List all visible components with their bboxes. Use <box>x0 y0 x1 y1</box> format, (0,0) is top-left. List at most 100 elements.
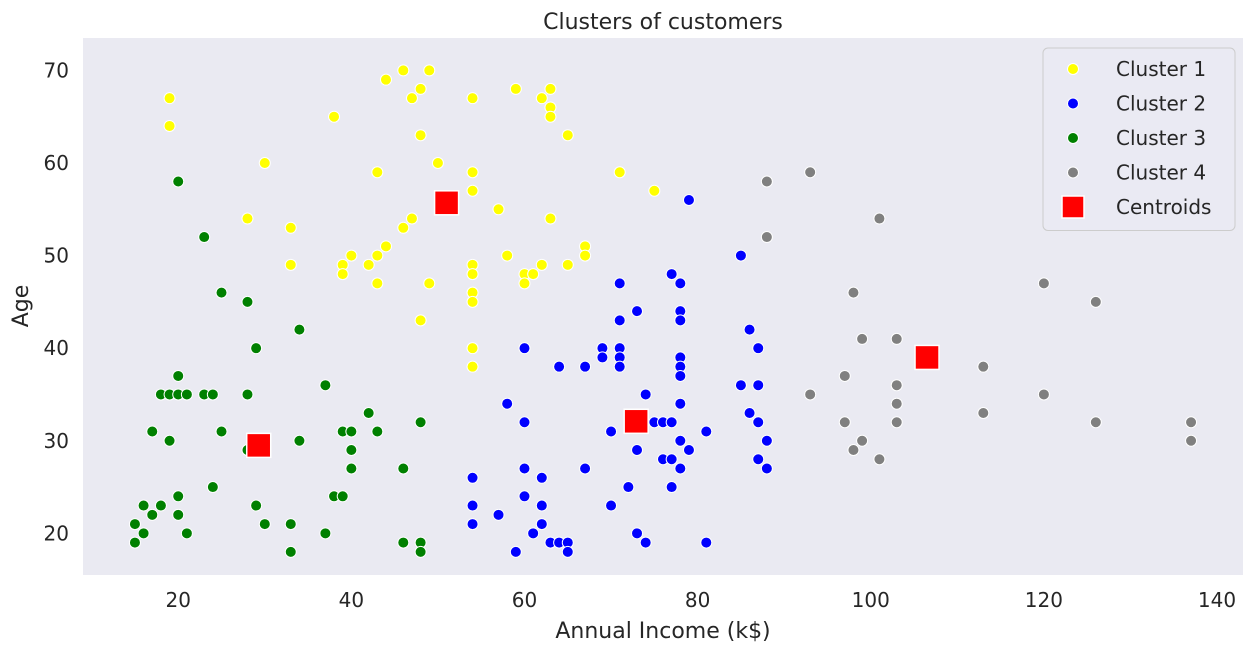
data-point <box>873 453 886 466</box>
data-point <box>397 536 410 549</box>
data-point <box>1089 416 1102 429</box>
data-point <box>250 342 263 355</box>
data-point <box>535 258 548 271</box>
y-tick-label: 60 <box>44 151 69 175</box>
data-point <box>682 444 695 457</box>
data-point <box>890 397 903 410</box>
data-point <box>518 490 531 503</box>
data-point <box>336 268 349 281</box>
data-point <box>856 434 869 447</box>
data-point <box>1089 295 1102 308</box>
data-point <box>890 332 903 345</box>
data-point <box>977 360 990 373</box>
data-point <box>466 499 479 512</box>
x-tick-label: 60 <box>512 588 537 612</box>
data-point <box>631 305 644 318</box>
data-point <box>752 453 765 466</box>
data-points <box>128 64 1198 558</box>
data-point <box>241 295 254 308</box>
data-point <box>146 425 159 438</box>
data-point <box>293 434 306 447</box>
legend-label: Centroids <box>1116 195 1211 219</box>
data-point <box>734 249 747 262</box>
data-point <box>674 397 687 410</box>
data-point <box>362 258 375 271</box>
y-tick-label: 50 <box>44 244 69 268</box>
legend-marker <box>1067 166 1079 179</box>
x-tick-label: 120 <box>1025 588 1063 612</box>
data-point <box>501 249 514 262</box>
data-point <box>743 406 756 419</box>
data-point <box>509 82 522 95</box>
data-point <box>838 416 851 429</box>
data-point <box>319 527 332 540</box>
y-ticks: 20 30 40 50 60 70 <box>44 58 69 545</box>
data-point <box>752 379 765 392</box>
data-point <box>674 277 687 290</box>
data-point <box>674 434 687 447</box>
data-point <box>423 64 436 77</box>
data-point <box>613 166 626 179</box>
legend-label: Cluster 2 <box>1116 92 1206 116</box>
data-point <box>215 425 228 438</box>
data-point <box>847 444 860 457</box>
data-point <box>1185 416 1198 429</box>
data-point <box>1185 434 1198 447</box>
data-point <box>752 342 765 355</box>
data-point <box>163 434 176 447</box>
data-point <box>423 277 436 290</box>
series-4 <box>760 166 1198 466</box>
data-point <box>137 527 150 540</box>
data-point <box>345 425 358 438</box>
data-point <box>431 156 444 169</box>
data-point <box>838 369 851 382</box>
y-axis-label: Age <box>9 285 34 328</box>
data-point <box>804 388 817 401</box>
data-point <box>544 82 557 95</box>
data-point <box>648 184 661 197</box>
data-point <box>631 444 644 457</box>
data-point <box>414 545 427 558</box>
data-point <box>561 545 574 558</box>
data-point <box>1037 388 1050 401</box>
data-point <box>518 416 531 429</box>
legend-frame <box>1042 47 1236 231</box>
data-point <box>665 481 678 494</box>
series-1 <box>163 64 661 373</box>
data-point <box>198 231 211 244</box>
data-point <box>345 444 358 457</box>
data-point <box>379 240 392 253</box>
data-point <box>605 425 618 438</box>
data-point <box>128 518 141 531</box>
data-point <box>847 286 860 299</box>
data-point <box>405 212 418 225</box>
data-point <box>206 388 219 401</box>
data-point <box>345 462 358 475</box>
data-point <box>518 277 531 290</box>
data-point <box>509 545 522 558</box>
x-tick-label: 40 <box>339 588 364 612</box>
data-point <box>180 388 193 401</box>
data-point <box>760 175 773 188</box>
data-point <box>414 129 427 142</box>
data-point <box>284 518 297 531</box>
data-point <box>527 268 540 281</box>
data-point <box>284 545 297 558</box>
data-point <box>466 360 479 373</box>
data-point <box>535 92 548 105</box>
data-point <box>743 323 756 336</box>
x-tick-label: 80 <box>685 588 710 612</box>
data-point <box>518 342 531 355</box>
data-point <box>674 462 687 475</box>
data-point <box>128 536 141 549</box>
data-point <box>397 64 410 77</box>
data-point <box>154 499 167 512</box>
data-point <box>414 314 427 327</box>
centroid-marker <box>914 344 940 371</box>
chart-title: Clusters of customers <box>543 10 783 35</box>
data-point <box>977 406 990 419</box>
legend-marker <box>1067 97 1079 110</box>
legend-label: Cluster 4 <box>1116 161 1206 185</box>
legend-marker <box>1061 195 1085 219</box>
